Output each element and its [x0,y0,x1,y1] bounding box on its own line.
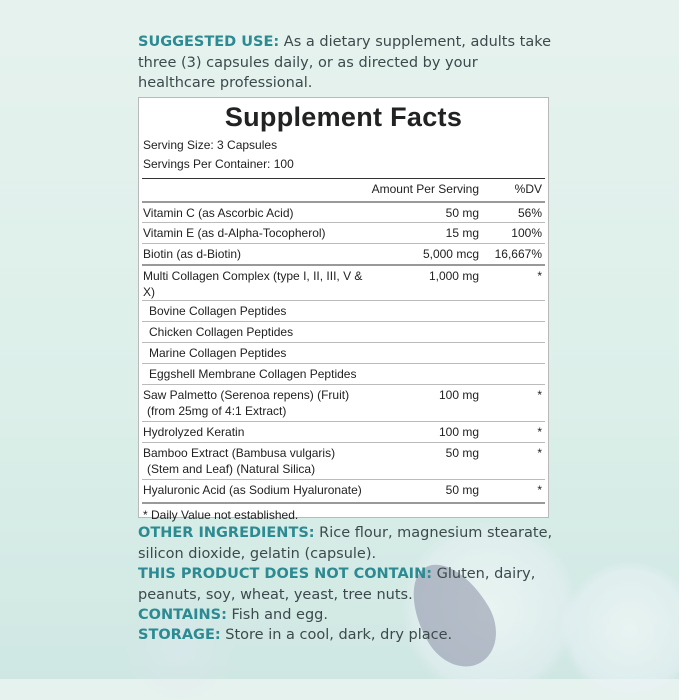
daily-value: * [537,269,542,283]
supplement-facts-panel: Supplement Facts Serving Size: 3 Capsule… [138,97,549,522]
amount: 1,000 mg [428,269,479,283]
flower-decoration [560,560,679,700]
amount: 50 mg [445,483,479,497]
contains-label: CONTAINS: [138,607,227,623]
ingredient-name: Saw Palmetto (Serenoa repens) (Fruit) (fr… [142,388,369,419]
amount-header: Amount Per Serving [371,182,479,197]
facts-row: Hydrolyzed Keratin 100 mg * [142,421,545,442]
facts-row: Biotin (as d-Biotin) 5,000 mcg 16,667% [142,243,545,264]
facts-row: Bamboo Extract (Bambusa vulgaris) (Stem a… [142,442,545,479]
storage-label: STORAGE: [138,627,221,643]
amount: 50 mg [445,206,479,220]
ingredient-name: Eggshell Membrane Collagen Peptides [142,367,369,383]
contains: CONTAINS: Fish and egg. [138,605,558,626]
ingredient-name-line: Bovine Collagen Peptides [149,304,287,318]
amount: 50 mg [445,446,479,460]
facts-row: Bovine Collagen Peptides [142,300,545,321]
ingredient-name-line: Chicken Collagen Peptides [149,325,294,339]
daily-value: * [537,388,542,402]
other-ingredients-text: Rice flour, magnesium stearate, silicon … [138,525,553,562]
facts-row: Vitamin E (as d-Alpha-Tocopherol) 15 mg 10… [142,222,545,243]
ingredient-name: Biotin (as d-Biotin) [142,247,369,263]
daily-value: 16,667% [494,247,542,261]
daily-value: * [537,446,542,460]
daily-value: * [537,483,542,497]
storage-text: Store in a cool, dark, dry place. [220,627,453,643]
ingredient-name-line: Marine Collagen Peptides [149,346,287,360]
ingredient-name-line: Hydrolyzed Keratin [143,425,245,439]
facts-row: Multi Collagen Complex (type I, II, III,… [142,264,545,300]
serving-size: Serving Size: 3 Capsules [143,138,278,152]
ingredient-name: Hyaluronic Acid (as Sodium Hyaluronate) [142,483,369,499]
footnote: * Daily Value not established. [142,502,545,522]
facts-header-row: Amount Per Serving %DV [142,178,545,201]
facts-title: Supplement Facts [224,102,463,132]
facts-row: Hyaluronic Acid (as Sodium Hyaluronate) 5… [142,479,545,500]
other-ingredients: OTHER INGREDIENTS: Rice flour, magnesium… [138,523,558,564]
ingredient-name-line: Multi Collagen Complex (type I, II, III,… [143,269,363,299]
facts-row: Vitamin C (as Ascorbic Acid) 50 mg 56% [142,201,545,222]
daily-value: 100% [511,226,542,240]
amount: 100 mg [438,388,479,402]
facts-row: Marine Collagen Peptides [142,342,545,363]
ingredient-name-line: Bamboo Extract (Bambusa vulgaris) [143,446,336,460]
ingredient-name: Bovine Collagen Peptides [142,304,369,320]
ingredient-name-line: Vitamin E (as d-Alpha-Tocopherol) [143,226,326,240]
ingredient-name: Vitamin E (as d-Alpha-Tocopherol) [142,226,369,242]
other-ingredients-label: OTHER INGREDIENTS: [138,525,315,541]
ingredient-name: Multi Collagen Complex (type I, II, III,… [142,269,369,300]
ingredient-name: Chicken Collagen Peptides [142,325,369,341]
ingredient-name: Hydrolyzed Keratin [142,425,369,441]
does-not-contain-text: Gluten, dairy, peanuts, soy, wheat, yeas… [138,566,536,603]
does-not-contain-label: THIS PRODUCT DOES NOT CONTAIN: [138,566,433,582]
amount: 100 mg [438,425,479,439]
storage: STORAGE: Store in a cool, dark, dry plac… [138,625,558,646]
facts-row: Eggshell Membrane Collagen Peptides [142,363,545,384]
ingredient-name: Bamboo Extract (Bambusa vulgaris) (Stem a… [142,446,369,477]
ingredient-name: Vitamin C (as Ascorbic Acid) [142,206,369,222]
does-not-contain: THIS PRODUCT DOES NOT CONTAIN: Gluten, d… [138,564,558,605]
ingredient-name-line: Eggshell Membrane Collagen Peptides [149,367,357,381]
suggested-use-label: SUGGESTED USE: [138,34,280,50]
amount: 15 mg [445,226,479,240]
ingredient-name-line: Biotin (as d-Biotin) [143,247,242,261]
ingredient-name-line2: (from 25mg of 4:1 Extract) [147,403,287,418]
facts-row: Saw Palmetto (Serenoa repens) (Fruit) (fr… [142,384,545,421]
dv-header: %DV [514,182,542,197]
suggested-use-text: As a dietary supplement, adults take thr… [138,34,552,91]
ingredient-name-line: Vitamin C (as Ascorbic Acid) [143,206,294,220]
ingredient-name-line: Hyaluronic Acid (as Sodium Hyaluronate) [143,483,362,497]
amount: 5,000 mcg [422,247,479,261]
servings-per-container: Servings Per Container: 100 [143,157,294,171]
ingredient-name-line: Saw Palmetto (Serenoa repens) (Fruit) [143,388,350,402]
ingredient-name-line2: (Stem and Leaf) (Natural Silica) [147,461,316,476]
facts-row: Chicken Collagen Peptides [142,321,545,342]
daily-value: * [537,425,542,439]
suggested-use: SUGGESTED USE: As a dietary supplement, … [138,32,558,94]
contains-text: Fish and egg. [226,607,328,623]
ingredient-name: Marine Collagen Peptides [142,346,369,362]
daily-value: 56% [517,206,542,220]
